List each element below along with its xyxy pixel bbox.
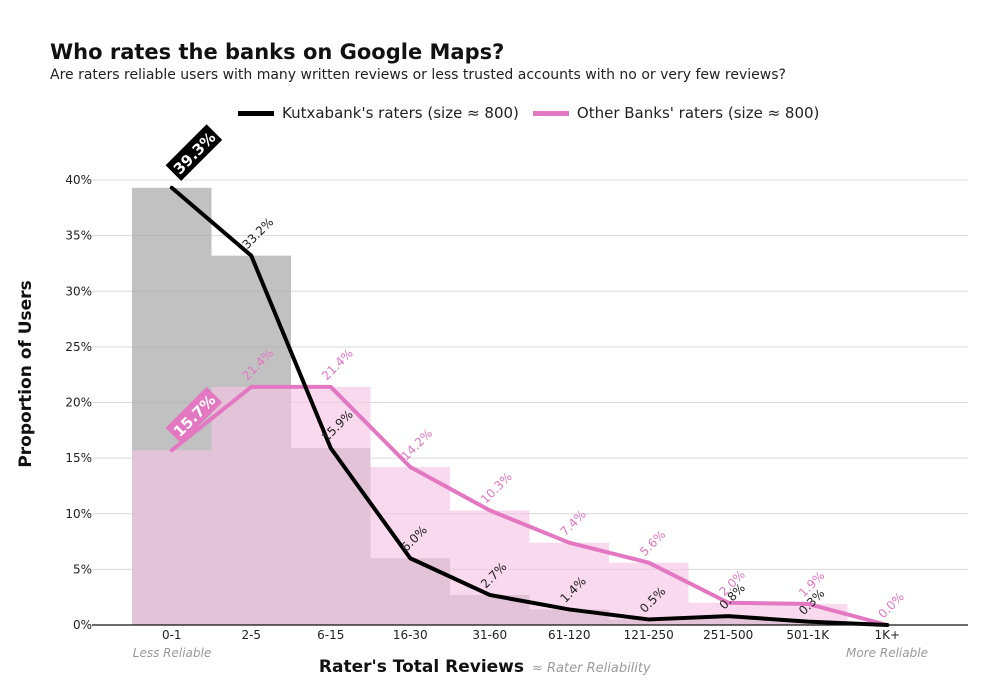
y-tick-label-40: 40%: [65, 173, 92, 187]
legend-entry-kutxabank: Kutxabank's raters (size ≈ 800): [238, 104, 519, 122]
y-tick-label-25: 25%: [65, 340, 92, 354]
x-tick-label-6: 121-250: [624, 628, 674, 642]
y-tick-label-30: 30%: [65, 284, 92, 298]
x-axis-note-less-reliable: Less Reliable: [133, 646, 211, 660]
line-kutxabank: [169, 185, 890, 627]
legend: Kutxabank's raters (size ≈ 800) Other Ba…: [238, 104, 833, 122]
y-tick-label-35: 35%: [65, 229, 92, 243]
legend-label-kutxabank: Kutxabank's raters (size ≈ 800): [282, 104, 519, 122]
data-label-other-banks-2: 21.4%: [319, 346, 356, 383]
data-label-badge-bg-other-banks: [165, 386, 223, 444]
data-label-kutxabank-1: 33.2%: [239, 215, 276, 252]
series-lines: [169, 185, 890, 627]
chart-title: Who rates the banks on Google Maps?: [50, 40, 505, 64]
y-tick-label-10: 10%: [65, 507, 92, 521]
legend-swatch-kutxabank: [238, 110, 274, 116]
data-label-other-banks-5: 7.4%: [557, 507, 588, 538]
y-tick-label-5: 5%: [73, 562, 92, 576]
chart-subtitle: Are raters reliable users with many writ…: [50, 67, 786, 83]
legend-swatch-other-banks: [532, 110, 569, 116]
x-tick-label-1: 2-5: [241, 628, 261, 642]
legend-label-other-banks: Other Banks' raters (size ≈ 800): [576, 104, 820, 122]
data-label-other-banks-4: 10.3%: [478, 470, 515, 507]
y-tick-label-15: 15%: [65, 451, 92, 465]
bar-other-banks-0: [132, 450, 212, 625]
axes: 0% 5% 10% 15% 20% 25% 30% 35% 40% 0-1 2-5 6-15 16-30…: [65, 173, 968, 642]
data-label-other-banks-3: 14.2%: [398, 426, 435, 463]
y-tick-label-20: 20%: [65, 396, 92, 410]
data-label-badge-kutxabank: 39.3%: [165, 124, 223, 181]
data-label-kutxabank-0: 39.3%: [170, 129, 220, 179]
x-axis-title-note: ≈ Rater Reliability: [532, 661, 651, 676]
bar-other-banks-3: [370, 467, 450, 625]
x-tick-label-8: 501-1K: [786, 628, 830, 642]
bar-other-banks-2: [291, 386, 371, 625]
bar-other-banks-1: [211, 386, 291, 625]
legend-entry-other-banks: Other Banks' raters (size ≈ 800): [532, 104, 820, 122]
data-label-other-banks-6: 5.6%: [637, 527, 668, 558]
histogram-bars: [132, 187, 848, 625]
data-label-other-banks-9: 0.0%: [875, 590, 906, 621]
x-tick-label-3: 16-30: [393, 628, 428, 642]
y-tick-label-0: 0%: [73, 618, 92, 632]
x-tick-label-4: 31-60: [472, 628, 507, 642]
x-axis-title: Rater's Total Reviews: [319, 657, 524, 677]
x-tick-label-2: 6-15: [317, 628, 344, 642]
x-tick-label-5: 61-120: [548, 628, 591, 642]
y-axis-title: Proportion of Users: [16, 280, 36, 467]
data-label-badge-bg-kutxabank: [165, 124, 223, 181]
x-tick-label-7: 251-500: [703, 628, 753, 642]
line-other-banks: [169, 384, 890, 627]
x-axis-note-more-reliable: More Reliable: [846, 646, 928, 660]
x-tick-label-9: 1K+: [874, 628, 900, 642]
x-tick-label-0: 0-1: [162, 628, 182, 642]
bar-other-banks-4: [450, 510, 530, 625]
